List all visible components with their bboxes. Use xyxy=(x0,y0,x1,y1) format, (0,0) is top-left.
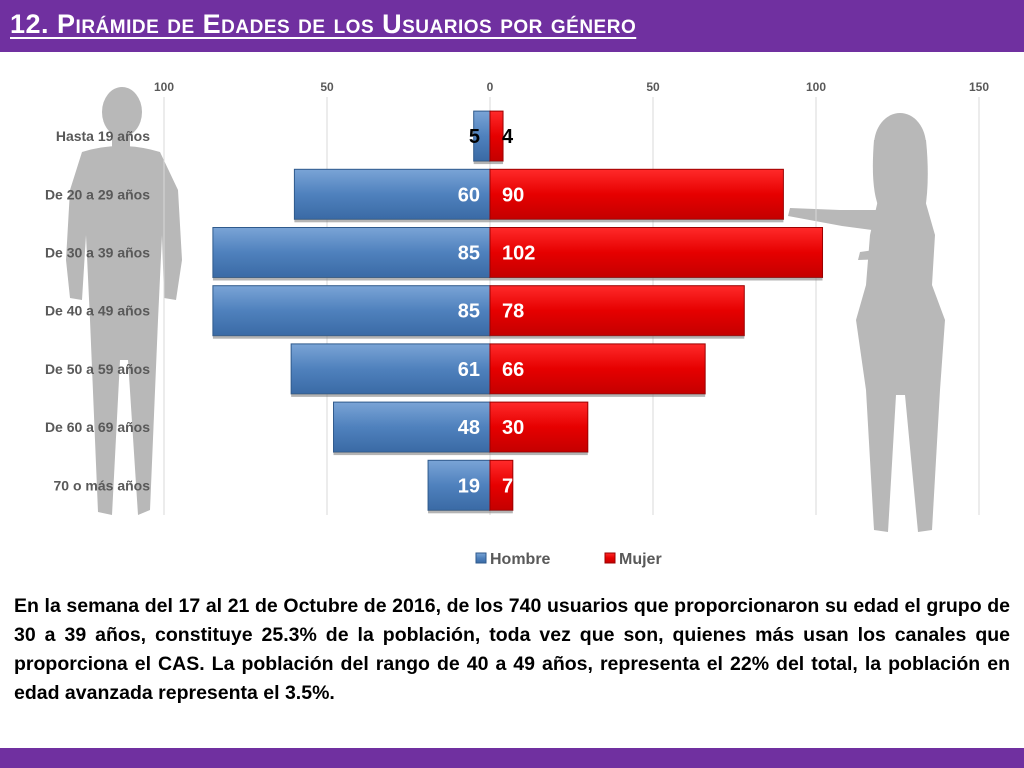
bar-shadow xyxy=(490,277,823,281)
data-label-mujer: 78 xyxy=(502,301,524,323)
category-label: De 30 a 39 años xyxy=(45,245,150,261)
bar-shadow xyxy=(490,393,706,397)
data-label-mujer: 90 xyxy=(502,184,524,206)
bar-shadow xyxy=(291,393,490,397)
silhouettes xyxy=(66,87,945,532)
bar-mujer xyxy=(489,285,745,337)
bar-hombre xyxy=(290,343,491,395)
category-label: De 20 a 29 años xyxy=(45,186,150,202)
x-tick-label: 50 xyxy=(320,80,334,94)
x-axis-ticks: 100 50 0 50 100 150 xyxy=(154,80,989,94)
summary-paragraph: En la semana del 17 al 21 de Octubre de … xyxy=(14,595,1010,704)
bar-mujer xyxy=(489,343,706,395)
bar-shadow xyxy=(212,277,490,281)
bar-shadow xyxy=(473,161,490,165)
x-tick-label: 100 xyxy=(806,80,826,94)
data-label-hombre: 5 xyxy=(469,126,480,148)
slide-title: 12. Pirámide de Edades de los Usuarios p… xyxy=(10,9,637,39)
man-silhouette-icon xyxy=(66,87,182,515)
footer-bar xyxy=(0,748,1024,768)
data-label-hombre: 61 xyxy=(458,359,480,381)
bar-shadow xyxy=(490,335,745,339)
category-label: Hasta 19 años xyxy=(56,128,150,144)
bar-shadow xyxy=(294,219,490,223)
woman-silhouette-icon xyxy=(788,113,945,532)
legend-swatch-hombre xyxy=(475,552,487,564)
population-pyramid-chart: 100 50 0 50 100 150 5 4 60 90 85 102 85 78 61 66 48 30 19… xyxy=(45,80,989,568)
bar-hombre xyxy=(212,227,491,278)
category-labels: Hasta 19 años De 20 a 29 años De 30 a 39 a… xyxy=(45,128,150,493)
data-label-hombre: 60 xyxy=(458,184,480,206)
bar-shadow xyxy=(212,335,490,339)
bar-mujer xyxy=(489,227,824,278)
x-tick-label: 0 xyxy=(487,80,494,94)
category-label: De 60 a 69 años xyxy=(45,419,150,435)
bar-shadow xyxy=(428,510,490,514)
data-label-hombre: 85 xyxy=(458,301,480,323)
data-label-hombre: 48 xyxy=(458,417,480,439)
bar-hombre xyxy=(427,459,491,511)
category-label: De 50 a 59 años xyxy=(45,361,150,377)
data-label-mujer: 66 xyxy=(502,359,524,381)
data-label-mujer: 30 xyxy=(502,417,524,439)
category-label: De 40 a 49 años xyxy=(45,303,150,319)
data-label-mujer: 102 xyxy=(502,243,535,265)
data-label-hombre: 19 xyxy=(458,475,480,497)
bar-shadow xyxy=(490,219,784,223)
bar-hombre xyxy=(293,168,491,220)
x-tick-label: 150 xyxy=(969,80,989,94)
bar-shadow xyxy=(490,161,504,165)
category-label: 70 o más años xyxy=(54,477,151,493)
x-tick-label: 50 xyxy=(646,80,660,94)
bar-mujer xyxy=(489,168,784,220)
bar-mujer xyxy=(489,401,589,453)
title-bar: 12. Pirámide de Edades de los Usuarios p… xyxy=(0,0,1024,52)
bar-shadow xyxy=(333,452,490,456)
bar-hombre xyxy=(333,401,491,453)
bar-shadow xyxy=(490,510,513,514)
legend-swatch-mujer xyxy=(604,552,616,564)
data-label-mujer: 7 xyxy=(502,475,513,497)
bars: 5 4 60 90 85 102 85 78 61 66 48 30 19 7 xyxy=(212,110,824,514)
bar-hombre xyxy=(212,285,491,337)
legend-label-hombre: Hombre xyxy=(490,551,551,568)
legend-label-mujer: Mujer xyxy=(619,551,662,568)
legend: Hombre Mujer xyxy=(475,551,662,568)
x-tick-label: 100 xyxy=(154,80,174,94)
bar-shadow xyxy=(490,452,588,456)
data-label-mujer: 4 xyxy=(502,126,514,148)
data-label-hombre: 85 xyxy=(458,243,480,265)
